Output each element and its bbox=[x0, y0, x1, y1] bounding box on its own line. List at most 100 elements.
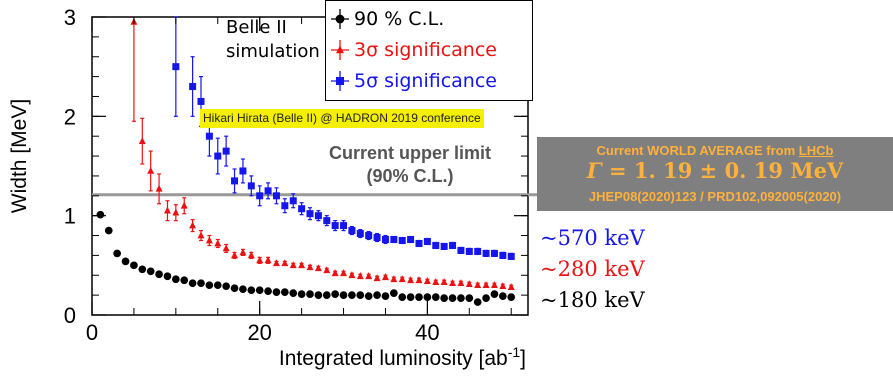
expected-width-label: ~180 keV bbox=[540, 288, 645, 312]
data-point bbox=[247, 251, 255, 259]
data-point bbox=[465, 247, 473, 255]
data-point bbox=[96, 210, 105, 219]
data-point bbox=[172, 208, 180, 216]
legend-entry: 5σ significance bbox=[326, 67, 534, 97]
data-point bbox=[231, 177, 239, 185]
y-tick-label: 0 bbox=[64, 303, 76, 328]
data-point bbox=[482, 281, 490, 289]
data-point bbox=[398, 293, 407, 301]
data-point bbox=[507, 293, 516, 301]
data-point bbox=[289, 197, 297, 205]
legend-entry: 3σ significance bbox=[326, 36, 534, 66]
data-point bbox=[457, 246, 465, 254]
legend-marker bbox=[336, 77, 344, 85]
data-point bbox=[222, 244, 230, 252]
upper-limit-label: Current upper limit (90% C.L.) bbox=[290, 142, 530, 188]
data-point bbox=[247, 182, 255, 190]
data-point bbox=[415, 276, 423, 284]
data-point bbox=[272, 259, 280, 267]
data-point bbox=[281, 259, 289, 267]
data-point bbox=[390, 236, 398, 244]
data-point bbox=[331, 269, 339, 277]
data-point bbox=[473, 298, 482, 306]
world-average-title: Current WORLD AVERAGE from LHCb bbox=[596, 143, 834, 158]
data-point bbox=[322, 291, 331, 299]
data-point bbox=[104, 226, 113, 235]
plot-frame bbox=[91, 16, 529, 316]
data-point bbox=[448, 294, 457, 302]
data-point bbox=[147, 166, 155, 174]
data-point bbox=[297, 290, 306, 298]
y-tick-label: 2 bbox=[64, 104, 76, 129]
data-point bbox=[356, 272, 364, 280]
data-point bbox=[298, 205, 306, 213]
data-point bbox=[189, 221, 197, 229]
data-point bbox=[306, 263, 314, 271]
data-point bbox=[381, 236, 389, 244]
belle-line-2: simulation bbox=[226, 41, 320, 62]
world-average-box: Current WORLD AVERAGE from LHCb Γ = 1. 1… bbox=[537, 137, 893, 211]
data-point bbox=[323, 266, 331, 274]
data-point bbox=[180, 276, 189, 285]
data-point bbox=[272, 288, 281, 297]
data-point bbox=[256, 256, 264, 264]
data-point bbox=[390, 275, 398, 283]
data-point bbox=[121, 257, 130, 266]
data-point bbox=[490, 281, 498, 289]
lhcb-link[interactable]: LHCb bbox=[798, 143, 834, 158]
data-point bbox=[507, 283, 515, 291]
data-point bbox=[197, 97, 205, 105]
data-point bbox=[373, 291, 381, 299]
data-point bbox=[289, 289, 298, 297]
data-point bbox=[171, 275, 180, 284]
legend-label: 90 % C.L. bbox=[354, 8, 445, 30]
data-point bbox=[348, 271, 356, 279]
data-point bbox=[256, 192, 264, 200]
data-point bbox=[440, 294, 449, 302]
data-point bbox=[373, 234, 381, 242]
legend-marker-square bbox=[331, 71, 349, 91]
data-point bbox=[314, 264, 322, 272]
data-point bbox=[415, 239, 423, 247]
data-point bbox=[306, 210, 314, 218]
belle-simulation-label: Belle II simulation bbox=[226, 16, 320, 64]
data-point bbox=[197, 279, 205, 288]
data-point bbox=[364, 292, 373, 300]
data-point bbox=[407, 236, 415, 244]
data-point bbox=[298, 261, 306, 269]
data-point bbox=[398, 275, 406, 283]
data-point bbox=[180, 201, 188, 209]
data-point bbox=[490, 249, 498, 257]
data-point bbox=[356, 230, 364, 238]
data-point bbox=[155, 270, 163, 279]
data-point bbox=[465, 294, 474, 302]
data-point bbox=[431, 293, 440, 301]
legend-entry: 90 % C.L. bbox=[326, 5, 534, 35]
data-point bbox=[289, 261, 297, 269]
data-point bbox=[163, 206, 171, 214]
legend-label: 3σ significance bbox=[354, 39, 497, 61]
data-point bbox=[331, 290, 340, 298]
data-point bbox=[113, 249, 122, 258]
legend-marker bbox=[336, 45, 344, 54]
data-point bbox=[239, 285, 247, 294]
data-point bbox=[499, 251, 507, 259]
data-point bbox=[188, 279, 197, 288]
data-point bbox=[348, 227, 356, 235]
data-point bbox=[239, 167, 247, 175]
data-point bbox=[415, 293, 423, 301]
credit-label: Hikari Hirata (Belle II) @ HADRON 2019 c… bbox=[200, 109, 484, 128]
world-average-value: Γ = 1. 19 ± 0. 19 MeV bbox=[586, 158, 844, 183]
legend-marker-circle bbox=[331, 9, 349, 29]
data-point bbox=[340, 269, 348, 277]
data-point bbox=[340, 222, 348, 230]
data-point bbox=[457, 294, 465, 302]
x-tick-label: 20 bbox=[247, 320, 271, 345]
series-2 bbox=[172, 16, 515, 260]
data-point bbox=[449, 279, 457, 287]
data-point bbox=[365, 232, 373, 240]
data-point bbox=[381, 292, 390, 300]
data-point bbox=[407, 276, 415, 284]
upper-limit-line-2: (90% C.L.) bbox=[366, 166, 454, 186]
